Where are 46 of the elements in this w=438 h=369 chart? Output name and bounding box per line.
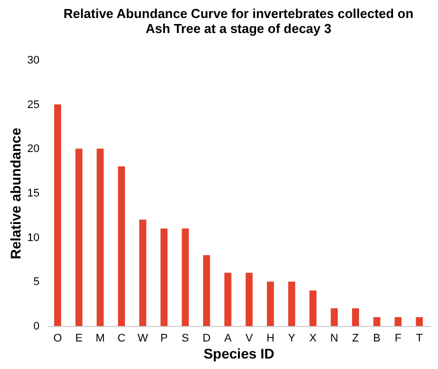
y-tick-label: 0 xyxy=(33,320,40,332)
bar xyxy=(352,308,360,326)
x-tick-label: B xyxy=(373,332,380,344)
y-tick-label: 15 xyxy=(27,188,40,200)
x-tick-label: F xyxy=(394,332,402,344)
bar xyxy=(394,317,402,326)
bar xyxy=(416,317,423,326)
bar xyxy=(373,317,380,326)
x-tick-label: O xyxy=(53,332,62,344)
bar xyxy=(309,290,316,326)
x-tick-label: Z xyxy=(352,332,360,344)
bar xyxy=(330,308,338,326)
y-tick-label: 20 xyxy=(27,143,40,156)
x-axis-title: Species ID xyxy=(204,346,274,362)
bar xyxy=(96,148,104,326)
x-tick-label: A xyxy=(224,332,232,344)
y-tick-label: 10 xyxy=(27,232,40,244)
x-tick-label: D xyxy=(202,332,211,344)
bar xyxy=(139,220,146,326)
x-tick-label: T xyxy=(416,332,423,344)
bar xyxy=(224,272,232,326)
y-axis-title: Relative abundance xyxy=(7,128,24,260)
bar xyxy=(118,166,125,326)
x-tick-label: E xyxy=(75,332,83,344)
x-tick-label: V xyxy=(245,332,254,344)
chart-title: Relative Abundance Curve for invertebrates collected on Ash Tree at a stage of decay 3 xyxy=(64,6,414,36)
x-tick-label: H xyxy=(266,332,274,344)
bar xyxy=(288,282,296,326)
x-tick-label: S xyxy=(182,332,189,344)
bar xyxy=(54,104,62,326)
x-tick-label: C xyxy=(117,332,126,344)
x-tick-label: P xyxy=(160,332,168,344)
x-tick-label: W xyxy=(138,332,149,344)
bar xyxy=(203,255,210,326)
x-tick-label: Y xyxy=(288,332,296,344)
bar xyxy=(266,282,274,326)
x-tick-label: X xyxy=(309,332,318,344)
x-tick-label: N xyxy=(330,332,338,344)
y-tick-label: 25 xyxy=(27,98,40,111)
y-tick-label: 30 xyxy=(27,54,40,66)
bar xyxy=(246,272,253,326)
bar xyxy=(182,228,189,326)
y-tick-label: 5 xyxy=(33,276,40,288)
x-tick-label: M xyxy=(96,332,105,344)
bar xyxy=(160,228,168,326)
bar xyxy=(75,148,82,326)
